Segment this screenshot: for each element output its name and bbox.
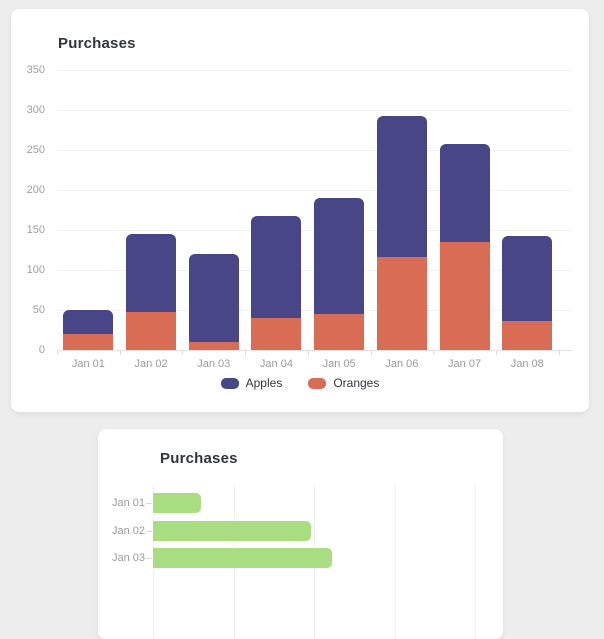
y-axis-label: 200 bbox=[26, 184, 45, 196]
x-axis-label: Jan 07 bbox=[448, 358, 482, 370]
x-axis-tick bbox=[370, 351, 372, 355]
x-axis-label: Jan 02 bbox=[134, 358, 168, 370]
x-axis-tick bbox=[307, 351, 309, 355]
x-axis-tick bbox=[245, 351, 247, 355]
bar-segment-apples-jan-02[interactable] bbox=[126, 234, 177, 312]
x-axis-label: Jan 05 bbox=[322, 358, 356, 370]
x-axis-tick bbox=[182, 351, 184, 355]
x-axis-label: Jan 04 bbox=[259, 358, 293, 370]
legend-swatch-apples bbox=[220, 378, 239, 389]
legend-swatch-oranges bbox=[308, 378, 327, 389]
chart-title: Purchases bbox=[160, 450, 238, 467]
stacked-chart-plot: 0 50 100 150 200 250 300 350 Jan 01 Jan 02 Jan 03 J… bbox=[11, 9, 589, 412]
x-axis-tick bbox=[558, 351, 560, 355]
y-axis-label: 350 bbox=[26, 64, 45, 76]
x-axis-tick bbox=[433, 351, 435, 355]
x-axis-label: Jan 08 bbox=[510, 358, 544, 370]
x-axis-tick bbox=[495, 351, 497, 355]
bar-segment-apples-jan-03[interactable] bbox=[188, 254, 239, 342]
x-axis-label: Jan 03 bbox=[197, 358, 231, 370]
y-axis-tick bbox=[146, 530, 152, 532]
y-axis-tick bbox=[146, 503, 152, 504]
bar-segment-oranges-jan-03[interactable] bbox=[188, 342, 239, 350]
x-axis-tick bbox=[57, 351, 58, 355]
gridline bbox=[57, 350, 572, 351]
purchases-stacked-chart-card: Purchases 0 50 100 150 200 250 300 350 Jan 01 Jan… bbox=[11, 9, 589, 412]
bar-segment-apples-jan-01[interactable] bbox=[63, 310, 114, 334]
y-axis-label: Jan 01 bbox=[111, 497, 145, 509]
chart-legend: Apples Oranges bbox=[11, 377, 589, 390]
x-axis-label: Jan 06 bbox=[385, 358, 419, 370]
legend-item-oranges[interactable]: Oranges bbox=[308, 377, 379, 390]
gridline bbox=[57, 110, 572, 111]
y-axis-label: 100 bbox=[26, 264, 45, 276]
bar-segment-oranges-jan-05[interactable] bbox=[314, 314, 365, 350]
bar-segment-apples-jan-08[interactable] bbox=[502, 236, 553, 322]
hbar-jan-02[interactable] bbox=[153, 520, 311, 541]
y-axis-label: 50 bbox=[32, 304, 45, 316]
chart-title: Purchases bbox=[58, 35, 136, 52]
gridline bbox=[57, 190, 572, 191]
gridline bbox=[57, 70, 572, 71]
gridline bbox=[475, 485, 476, 639]
bar-segment-oranges-jan-01[interactable] bbox=[63, 334, 114, 350]
bar-segment-apples-jan-07[interactable] bbox=[439, 143, 490, 242]
bar-segment-oranges-jan-06[interactable] bbox=[376, 257, 427, 350]
y-axis-label: 300 bbox=[26, 104, 45, 116]
legend-item-apples[interactable]: Apples bbox=[220, 376, 283, 390]
page-background: { "cards": { "top": { "title": "Purchase… bbox=[11, 9, 589, 639]
x-axis-tick bbox=[119, 351, 121, 355]
hbar-jan-01[interactable] bbox=[153, 493, 202, 513]
bar-segment-oranges-jan-02[interactable] bbox=[126, 311, 177, 350]
legend-label: Apples bbox=[245, 376, 283, 390]
bar-segment-oranges-jan-04[interactable] bbox=[251, 318, 302, 350]
y-axis-label: 150 bbox=[26, 224, 45, 236]
y-axis-tick bbox=[146, 558, 152, 559]
purchases-horizontal-chart-card: Purchases Jan 01 Jan 02 Jan 03 bbox=[98, 429, 503, 639]
bar-segment-oranges-jan-07[interactable] bbox=[439, 242, 490, 350]
bar-segment-oranges-jan-08[interactable] bbox=[502, 321, 553, 350]
y-axis-label: Jan 03 bbox=[111, 552, 145, 564]
gridline bbox=[394, 485, 396, 639]
bar-segment-apples-jan-05[interactable] bbox=[314, 198, 365, 314]
y-axis-label: Jan 02 bbox=[111, 524, 145, 537]
horizontal-chart-plot: Jan 01 Jan 02 Jan 03 bbox=[98, 429, 503, 639]
legend-label: Oranges bbox=[333, 376, 380, 390]
y-axis-label: 250 bbox=[26, 144, 45, 156]
y-axis-label: 0 bbox=[38, 344, 45, 356]
x-axis-label: Jan 01 bbox=[71, 358, 105, 370]
gridline bbox=[57, 150, 572, 151]
bar-segment-apples-jan-06[interactable] bbox=[376, 116, 427, 258]
hbar-jan-03[interactable] bbox=[153, 548, 332, 568]
bar-segment-apples-jan-04[interactable] bbox=[251, 215, 302, 318]
